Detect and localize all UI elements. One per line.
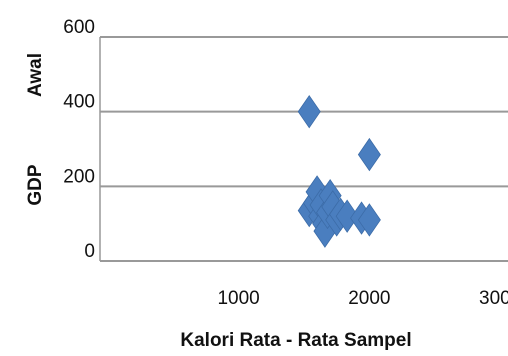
gridlines xyxy=(99,36,508,262)
data-point-15 xyxy=(335,199,359,233)
data-point-17 xyxy=(357,203,381,237)
y-tick-label-400: 400 xyxy=(63,92,95,113)
y-tick-label-200: 200 xyxy=(63,166,95,187)
y-axis-title-line2: GDP xyxy=(25,164,46,206)
data-point-1 xyxy=(297,94,321,129)
x-axis-title: Kalori Rata - Rata Sampel xyxy=(180,330,411,351)
data-points xyxy=(297,94,381,248)
x-tick-label-2000: 2000 xyxy=(348,288,390,309)
tick-labels: 0 200 400 600 1000 2000 3000 xyxy=(63,17,508,309)
x-tick-label-3000: 3000 xyxy=(479,288,508,309)
y-axis-title-line1: Awal xyxy=(25,53,46,97)
y-tick-label-0: 0 xyxy=(84,241,95,262)
x-tick-label-1000: 1000 xyxy=(217,288,259,309)
data-point-2 xyxy=(357,137,381,172)
y-tick-label-600: 600 xyxy=(63,17,95,38)
